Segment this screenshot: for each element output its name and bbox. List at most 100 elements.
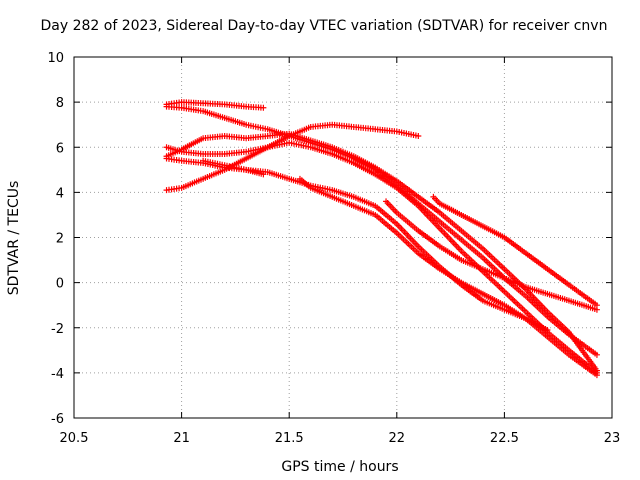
data-point-fill [460, 213, 484, 229]
data-point-fill [438, 244, 463, 262]
x-axis-label: GPS time / hours [281, 459, 398, 475]
data-point-fill [525, 284, 549, 297]
data-point-fill [524, 251, 549, 271]
data-point-fill [181, 149, 204, 157]
data-point-fill [202, 167, 226, 181]
y-tick-label: 6 [56, 141, 64, 156]
data-point-fill [374, 126, 398, 135]
series-arc-4 [163, 130, 600, 374]
data-point-fill [567, 331, 599, 372]
y-tick-label: 10 [47, 51, 64, 66]
data-point-fill [396, 129, 419, 139]
data-point-fill [524, 317, 549, 339]
data-point-fill [482, 267, 506, 281]
data-point-fill [223, 115, 247, 127]
data-point-fill [352, 203, 377, 217]
y-tick-label: 4 [56, 186, 64, 201]
chart-title: Day 282 of 2023, Sidereal Day-to-day VTE… [41, 18, 608, 34]
series-arc-3 [163, 121, 422, 194]
series-arc-10 [430, 193, 600, 309]
x-tick-label: 20.5 [60, 431, 89, 446]
data-point-fill [503, 276, 527, 290]
data-point-fill [353, 124, 376, 132]
data-point [593, 302, 600, 309]
data-point-fill [460, 280, 484, 296]
y-tick-labels: -6 -4 -2 0 2 4 6 8 10 [47, 51, 64, 427]
x-tick-label: 22 [389, 431, 406, 446]
data-point-fill [166, 185, 183, 193]
data-point-fill [310, 121, 333, 130]
data-point-fill [245, 133, 269, 141]
data-point-fill [331, 145, 355, 159]
data-point-fill [417, 251, 441, 271]
y-axis-label: SDTVAR / TECUs [6, 181, 22, 296]
data-point-fill [503, 290, 528, 314]
grid-lines [74, 57, 612, 418]
x-tick-labels: 20.5 21 21.5 22 22.5 23 [60, 431, 621, 446]
data-point-fill [298, 177, 312, 190]
data-point-fill [180, 176, 204, 190]
data-point-fill [432, 195, 442, 205]
data-point-fill [384, 200, 399, 215]
data-point-fill [202, 133, 226, 141]
data-point [593, 351, 600, 358]
data-point [260, 171, 267, 178]
data-point-fill [245, 167, 265, 177]
data-point-fill [331, 121, 355, 130]
data-point-fill [374, 204, 398, 226]
data-point-fill [309, 185, 334, 199]
data-point-fill [546, 335, 571, 357]
data-point-fill [503, 235, 528, 255]
data-point-fill [546, 310, 571, 334]
y-tick-label: -4 [51, 367, 64, 382]
y-tick-label: 8 [56, 96, 64, 111]
data-point-fill [546, 267, 571, 287]
data-point-fill [546, 330, 571, 352]
data-point-fill [460, 229, 485, 251]
series-arc-9 [383, 198, 600, 313]
data-point-fill [481, 291, 506, 308]
data-point-fill [395, 211, 420, 233]
y-tick-label: -2 [51, 322, 64, 337]
data-point-fill [288, 131, 312, 143]
data-point-fill [395, 186, 420, 208]
data-point-fill [266, 169, 290, 182]
data-point-fill [374, 213, 398, 235]
data-point-fill [567, 283, 599, 307]
data-point-fill [567, 353, 599, 377]
data-point-fill [503, 303, 527, 321]
data-point-fill [438, 267, 463, 285]
data-point-fill [181, 158, 204, 166]
data-point-fill [438, 211, 463, 233]
data-point-fill [417, 229, 441, 249]
data-point [593, 372, 600, 379]
data-point-fill [460, 238, 485, 260]
data-point-fill [546, 291, 570, 303]
data-point-fill [224, 133, 247, 141]
data-point-fill [374, 172, 398, 190]
data-point-fill [352, 161, 377, 177]
data-point-fill [224, 101, 247, 110]
data-point-fill [224, 149, 247, 157]
data-point-fill [180, 136, 205, 152]
y-tick-label: 2 [56, 232, 64, 247]
data-point [544, 327, 551, 334]
data-point-fill [331, 194, 355, 208]
data-point-fill [245, 122, 269, 132]
x-tick-label: 21.5 [275, 431, 304, 446]
data-point-fill [481, 224, 506, 240]
data-point-fill [166, 155, 183, 164]
data-point-fill [309, 138, 334, 150]
data-point-fill [481, 256, 506, 280]
data-point-fill [202, 108, 226, 121]
x-tick-label: 21 [173, 431, 190, 446]
data-point-fill [165, 144, 183, 155]
data-point-fill [331, 187, 355, 200]
data-point-fill [438, 220, 463, 242]
data-point-fill [395, 222, 420, 248]
data-points [163, 99, 600, 379]
data-point-fill [482, 298, 506, 312]
y-tick-label: 0 [56, 277, 64, 292]
data-point-fill [181, 105, 204, 114]
